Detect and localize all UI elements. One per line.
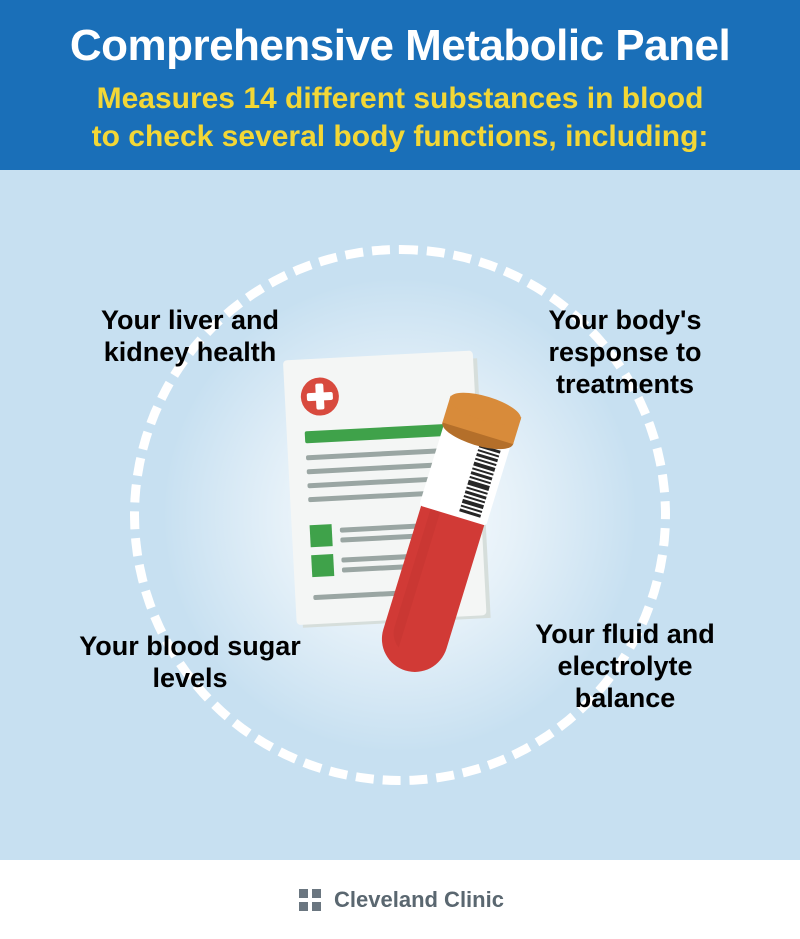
center-illustration xyxy=(240,335,560,695)
cleveland-clinic-logo-icon xyxy=(296,886,324,914)
main-title: Comprehensive Metabolic Panel xyxy=(30,22,770,70)
circle-area: Your liver and kidney health Your body's… xyxy=(130,245,670,785)
report-and-tube-icon xyxy=(240,335,560,695)
main-area: Your liver and kidney health Your body's… xyxy=(0,170,800,860)
footer: Cleveland Clinic xyxy=(0,860,800,939)
subtitle-line1: Measures 14 different substances in bloo… xyxy=(97,82,704,115)
header-banner: Comprehensive Metabolic Panel Measures 1… xyxy=(0,0,800,170)
subtitle-line2: to check several body functions, includi… xyxy=(92,120,709,153)
subtitle: Measures 14 different substances in bloo… xyxy=(30,80,770,155)
footer-brand: Cleveland Clinic xyxy=(334,887,504,913)
